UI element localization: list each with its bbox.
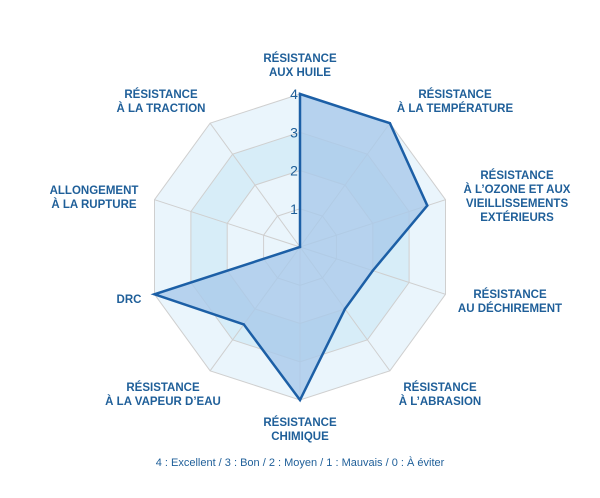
axis-label: À LA TEMPÉRATURE [397, 102, 514, 115]
axis-label: RÉSISTANCE [124, 88, 198, 101]
axis-label: RÉSISTANCE [126, 381, 200, 394]
axis-label: À L’ABRASION [399, 395, 481, 408]
axis-label: DRC [117, 294, 142, 306]
data-point [388, 122, 392, 125]
axis-label: AUX HUILE [269, 67, 331, 79]
scale-legend: 4 : Excellent / 3 : Bon / 2 : Moyen / 1 … [155, 457, 445, 469]
axis-label: RÉSISTANCE [418, 88, 492, 101]
axis-label: RÉSISTANCE [473, 288, 547, 301]
axis-label: RÉSISTANCE [263, 416, 337, 429]
axis-label: À LA RUPTURE [51, 198, 137, 211]
data-point [298, 92, 302, 96]
tick-label: 2 [290, 163, 298, 179]
axis-label: CHIMIQUE [271, 431, 329, 443]
axis-label: EXTÉRIEURS [480, 211, 554, 224]
axis-label: VIEILLISSEMENTS [466, 198, 569, 210]
data-point [426, 204, 429, 207]
axis-label: À LA VAPEUR D’EAU [105, 395, 221, 408]
data-series-area [150, 92, 429, 403]
data-point [298, 245, 302, 249]
grid-spoke [154, 199, 301, 248]
axis-label: À LA TRACTION [116, 102, 205, 115]
tick-label: 3 [290, 124, 298, 140]
tick-label: 1 [290, 201, 298, 217]
axis-label: RÉSISTANCE [263, 52, 337, 65]
axis-label: RÉSISTANCE [403, 381, 477, 394]
axis-label: RÉSISTANCE [480, 169, 554, 182]
data-point [298, 398, 302, 402]
tick-label: 4 [290, 86, 298, 102]
data-point [343, 307, 347, 311]
axis-label: ALLONGEMENT [50, 185, 139, 197]
axis-label: AU DÉCHIREMENT [458, 302, 562, 315]
grid-spoke [209, 122, 301, 248]
data-point [153, 293, 156, 296]
axis-label: À L’OZONE ET AUX [464, 183, 571, 196]
data-point [242, 323, 245, 326]
data-point [371, 269, 374, 272]
